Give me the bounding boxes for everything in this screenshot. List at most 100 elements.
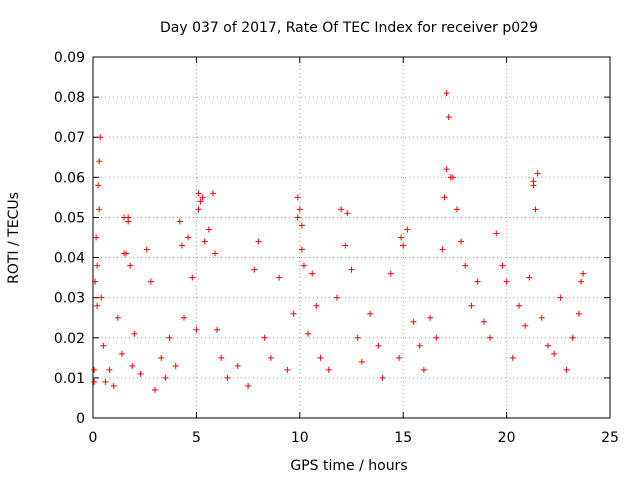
data-point (129, 362, 136, 369)
data-point (317, 354, 324, 361)
data-point (474, 278, 481, 285)
data-point (176, 218, 183, 225)
data-point (172, 362, 179, 369)
data-point (427, 314, 434, 321)
y-tick-label: 0.06 (54, 170, 85, 186)
data-point (255, 238, 262, 245)
data-point (379, 374, 386, 381)
data-point (309, 270, 316, 277)
data-point (110, 382, 117, 389)
data-point (480, 318, 487, 325)
data-point (199, 194, 206, 201)
data-point (214, 326, 221, 333)
data-point (300, 262, 307, 269)
data-point (516, 302, 523, 309)
data-point (420, 366, 427, 373)
data-point (462, 262, 469, 269)
data-point (245, 382, 252, 389)
data-point (212, 250, 219, 257)
data-point (118, 350, 125, 357)
data-point (569, 334, 576, 341)
data-point (400, 242, 407, 249)
data-point (563, 366, 570, 373)
chart-title: Day 037 of 2017, Rate Of TEC Index for r… (160, 20, 538, 36)
data-point (305, 330, 312, 337)
data-point (106, 366, 113, 373)
data-point (348, 266, 355, 273)
data-point (396, 354, 403, 361)
data-point (158, 354, 165, 361)
data-point (493, 230, 500, 237)
data-point (91, 378, 98, 385)
y-tick-label: 0.03 (54, 291, 85, 307)
data-point (137, 370, 144, 377)
data-point (313, 302, 320, 309)
data-point (367, 310, 374, 317)
data-point (197, 198, 204, 205)
data-point (95, 182, 102, 189)
y-tick-label: 0.09 (54, 50, 85, 66)
plot-frame (92, 56, 611, 419)
y-tick-label: 0.04 (54, 251, 85, 267)
data-point (580, 270, 587, 277)
data-point (152, 386, 159, 393)
data-point (334, 294, 341, 301)
x-tick-label: 20 (498, 430, 516, 446)
data-point (94, 262, 101, 269)
data-point (522, 322, 529, 329)
data-point (201, 238, 208, 245)
data-point (387, 270, 394, 277)
data-point (276, 274, 283, 281)
data-point (131, 330, 138, 337)
data-point (551, 350, 558, 357)
data-point (125, 218, 132, 225)
data-point (453, 206, 460, 213)
y-axis-label: ROTI / TECUs (6, 192, 22, 284)
data-point (96, 158, 103, 165)
data-point (410, 318, 417, 325)
data-point (441, 194, 448, 201)
data-point (578, 278, 585, 285)
data-point (487, 334, 494, 341)
data-point (375, 342, 382, 349)
data-point (94, 302, 101, 309)
data-point (102, 378, 109, 385)
data-point (218, 354, 225, 361)
data-point (97, 134, 104, 141)
data-point (127, 262, 134, 269)
data-point (185, 234, 192, 241)
data-point (267, 354, 274, 361)
data-point (458, 238, 465, 245)
data-point (443, 90, 450, 97)
data-point (358, 358, 365, 365)
y-tick-label: 0.02 (54, 331, 85, 347)
grid-layer (93, 57, 610, 418)
x-axis-label: GPS time / hours (290, 458, 407, 474)
data-point (538, 314, 545, 321)
x-tick-label: 5 (192, 430, 201, 446)
data-point (499, 262, 506, 269)
data-point (298, 222, 305, 229)
data-point (147, 278, 154, 285)
data-point (166, 334, 173, 341)
data-point (205, 226, 212, 233)
data-point (342, 242, 349, 249)
x-tick-label: 25 (601, 430, 619, 446)
x-tick-label: 10 (291, 430, 309, 446)
data-point (189, 274, 196, 281)
data-point (195, 206, 202, 213)
x-tick-label: 15 (394, 430, 412, 446)
data-point (92, 278, 99, 285)
data-point (193, 326, 200, 333)
data-point (433, 334, 440, 341)
data-point (251, 266, 258, 273)
data-point (445, 114, 452, 121)
y-tick-label: 0.07 (54, 130, 85, 146)
data-point (325, 366, 332, 373)
data-point (296, 206, 303, 213)
data-point (294, 194, 301, 201)
y-tick-label: 0.05 (54, 210, 85, 226)
data-point (534, 170, 541, 177)
data-point (447, 174, 454, 181)
data-point (509, 354, 516, 361)
